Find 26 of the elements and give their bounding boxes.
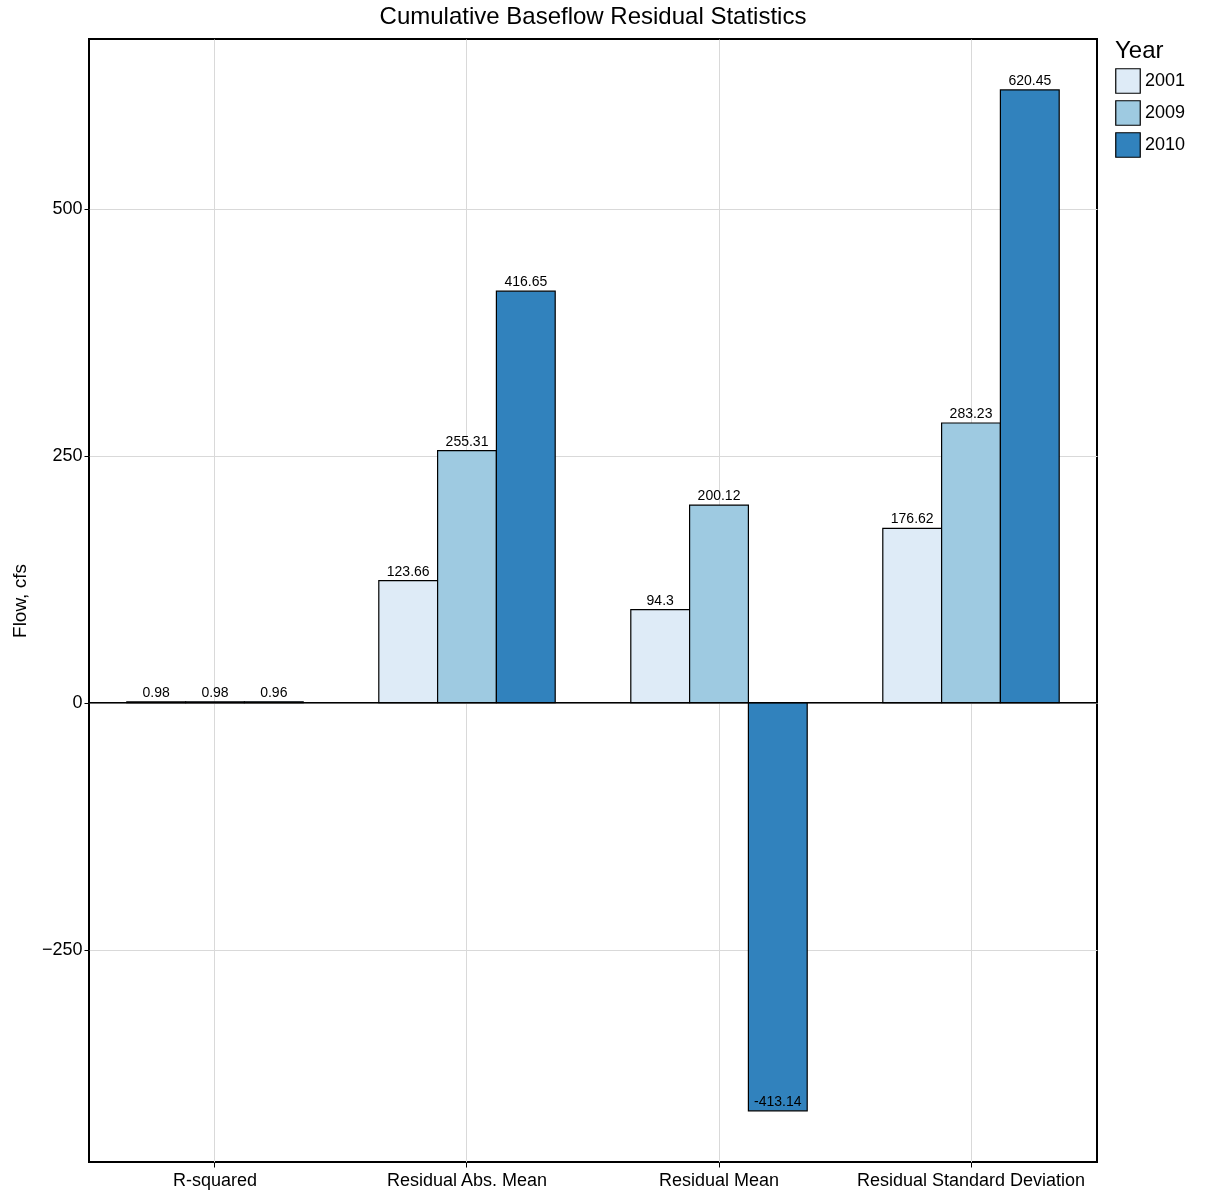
data-label: 255.31 xyxy=(445,432,489,449)
data-label: 0.98 xyxy=(201,683,229,700)
x-tick-label: Residual Standard Deviation xyxy=(856,1169,1086,1190)
data-label: 176.62 xyxy=(890,510,934,527)
data-label: 416.65 xyxy=(504,273,548,290)
data-label: 0.98 xyxy=(142,683,171,700)
data-label: 200.12 xyxy=(697,487,741,504)
data-label: 0.96 xyxy=(260,683,288,700)
legend-label: 2009 xyxy=(1145,102,1186,122)
chart-title: Cumulative Baseflow Residual Statistics xyxy=(379,2,807,29)
data-label: 283.23 xyxy=(949,404,993,421)
data-label: 94.3 xyxy=(646,591,675,608)
x-tick-label: Residual Mean xyxy=(658,1169,780,1190)
y-tick-label: 0 xyxy=(72,692,83,713)
x-tick-label: R-squared xyxy=(172,1169,258,1190)
data-label: -413.14 xyxy=(754,1092,802,1109)
y-tick-label: 250 xyxy=(52,445,83,466)
x-tick-label: Residual Abs. Mean xyxy=(386,1169,548,1190)
data-label: 620.45 xyxy=(1008,71,1052,88)
y-axis-title: Flow, cfs xyxy=(8,564,30,638)
data-label: 123.66 xyxy=(386,562,430,579)
y-tick-label: −250 xyxy=(41,939,83,960)
legend-label: 2001 xyxy=(1145,70,1186,90)
legend-title: Year xyxy=(1115,36,1164,63)
legend-label: 2010 xyxy=(1145,134,1186,154)
y-tick-label: 500 xyxy=(52,198,83,219)
